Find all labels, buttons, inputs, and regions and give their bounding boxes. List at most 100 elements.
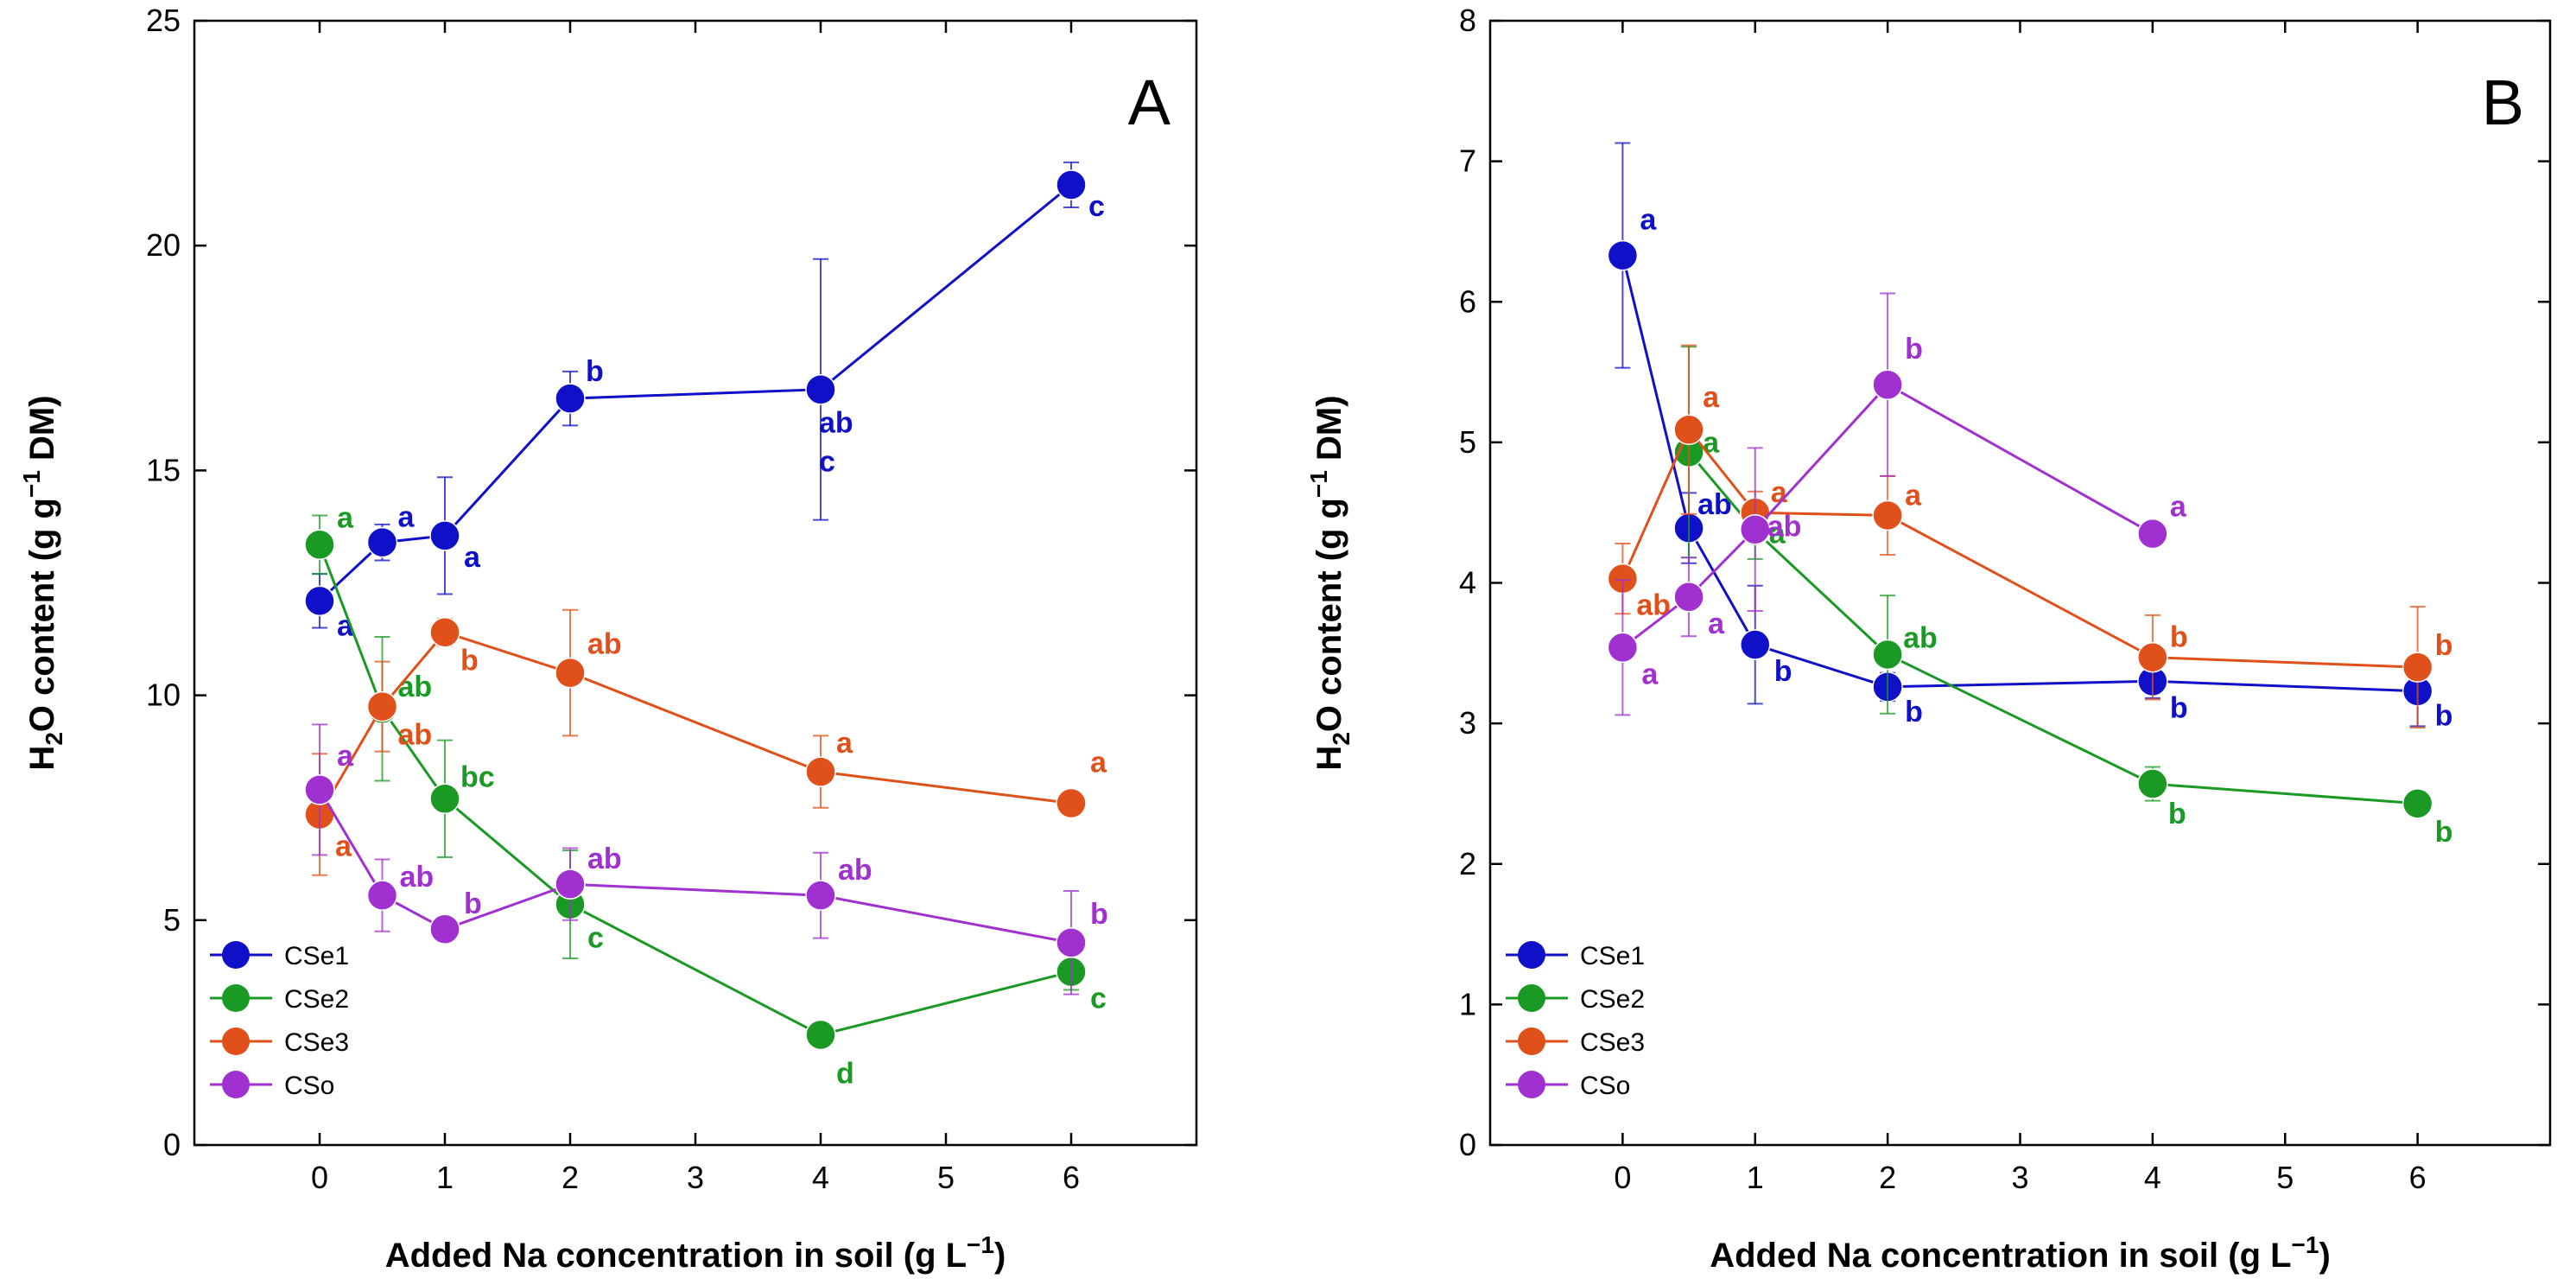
data-point xyxy=(805,880,836,911)
significance-label: b xyxy=(1090,898,1108,931)
data-point xyxy=(1607,239,1639,271)
data-point xyxy=(1056,787,1087,819)
y-tick-label: 5 xyxy=(1459,424,1476,460)
x-tick-label: 0 xyxy=(1614,1160,1631,1195)
data-point xyxy=(555,383,586,414)
significance-label: b xyxy=(1774,655,1792,688)
legend-entry: CSe1 xyxy=(284,942,349,970)
y-axis-title: H2O content (g g−1 DM) xyxy=(1305,395,1355,770)
data-point xyxy=(429,913,460,945)
y-tick-label: 4 xyxy=(1459,565,1476,601)
x-tick-label: 5 xyxy=(2276,1160,2294,1195)
data-point xyxy=(1872,639,1903,671)
data-point xyxy=(555,657,586,689)
legend-entry: CSe3 xyxy=(1580,1028,1645,1057)
y-tick-label: 15 xyxy=(146,452,181,487)
legend-entry: CSe2 xyxy=(1580,985,1645,1014)
significance-label: a xyxy=(464,541,481,574)
legend-entry: CSo xyxy=(1580,1072,1630,1100)
y-tick-label: 25 xyxy=(146,3,181,38)
significance-label: b xyxy=(1905,696,1923,728)
x-tick-label: 4 xyxy=(812,1160,829,1195)
significance-label: a xyxy=(1703,426,1720,459)
data-point xyxy=(1673,414,1704,445)
y-axis-title: H2O content (g g−1 DM) xyxy=(18,395,67,770)
series-line xyxy=(318,630,1072,816)
significance-label: a xyxy=(1703,381,1720,414)
significance-label: ab xyxy=(587,628,622,661)
panel-label: A xyxy=(1128,67,1171,138)
data-point xyxy=(1872,369,1903,400)
significance-label: bc xyxy=(460,760,495,793)
significance-label: ab xyxy=(819,407,853,440)
significance-label: a xyxy=(2170,491,2187,524)
significance-label: ab xyxy=(1767,511,1802,544)
y-tick-label: 7 xyxy=(1459,143,1476,179)
x-tick-label: 5 xyxy=(937,1160,955,1195)
data-point xyxy=(429,783,460,815)
legend-entry: CSe3 xyxy=(284,1028,349,1057)
significance-label: b xyxy=(2435,629,2453,662)
data-point xyxy=(805,756,836,787)
y-tick-label: 6 xyxy=(1459,283,1476,319)
data-point xyxy=(805,373,836,405)
y-tick-label: 20 xyxy=(146,227,181,263)
data-point xyxy=(366,690,398,722)
series-line xyxy=(1687,451,2418,805)
data-point xyxy=(366,880,398,911)
data-point xyxy=(1607,632,1639,664)
significance-label: a xyxy=(1640,204,1657,237)
data-point xyxy=(555,868,586,900)
x-tick-label: 0 xyxy=(311,1160,328,1195)
data-point xyxy=(1740,513,1771,545)
significance-label: b xyxy=(586,355,604,388)
significance-label: c xyxy=(587,922,604,955)
significance-label: a xyxy=(1641,658,1659,690)
x-tick-label: 6 xyxy=(2409,1160,2427,1195)
plot-frame xyxy=(193,19,1198,1147)
y-tick-label: 0 xyxy=(1459,1127,1476,1162)
legend-marker xyxy=(222,941,250,969)
significance-label: a xyxy=(1771,476,1788,509)
significance-label: ab xyxy=(1697,488,1732,521)
legend-marker xyxy=(1518,984,1545,1012)
x-tick-label: 1 xyxy=(436,1160,454,1195)
significance-label: b xyxy=(464,887,482,920)
data-point xyxy=(1056,927,1087,958)
x-tick-label: 3 xyxy=(2011,1160,2028,1195)
data-point xyxy=(2137,518,2168,550)
x-axis-title: Added Na concentration in soil (g L−1) xyxy=(1710,1231,2331,1275)
x-tick-label: 6 xyxy=(1063,1160,1080,1195)
x-axis-title: Added Na concentration in soil (g L−1) xyxy=(385,1231,1006,1275)
significance-label: a xyxy=(335,830,352,863)
significance-label: ab xyxy=(398,719,433,752)
significance-label: c xyxy=(1088,190,1105,223)
significance-label: b xyxy=(1905,333,1923,366)
series-line xyxy=(318,544,1072,1037)
significance-label: d xyxy=(836,1058,854,1091)
significance-label: a xyxy=(398,501,416,534)
legend-marker xyxy=(222,1027,250,1055)
data-point xyxy=(2402,788,2433,819)
x-tick-label: 2 xyxy=(562,1160,579,1195)
significance-label: ab xyxy=(587,843,622,875)
significance-label: ab xyxy=(838,854,872,887)
data-point xyxy=(1673,582,1704,613)
data-point xyxy=(304,529,335,561)
chart-a: 0 5 10 15 20 25 0 1 2 3 4 5 6 Added Na concentration … xyxy=(18,3,1198,1275)
significance-label: a xyxy=(337,609,354,642)
significance-label: a xyxy=(1769,517,1786,550)
significance-label: ab xyxy=(398,671,433,703)
legend-marker xyxy=(1518,1071,1545,1098)
x-tick-label: 4 xyxy=(2144,1160,2161,1195)
significance-label: a xyxy=(337,501,354,534)
data-point xyxy=(1740,629,1771,660)
